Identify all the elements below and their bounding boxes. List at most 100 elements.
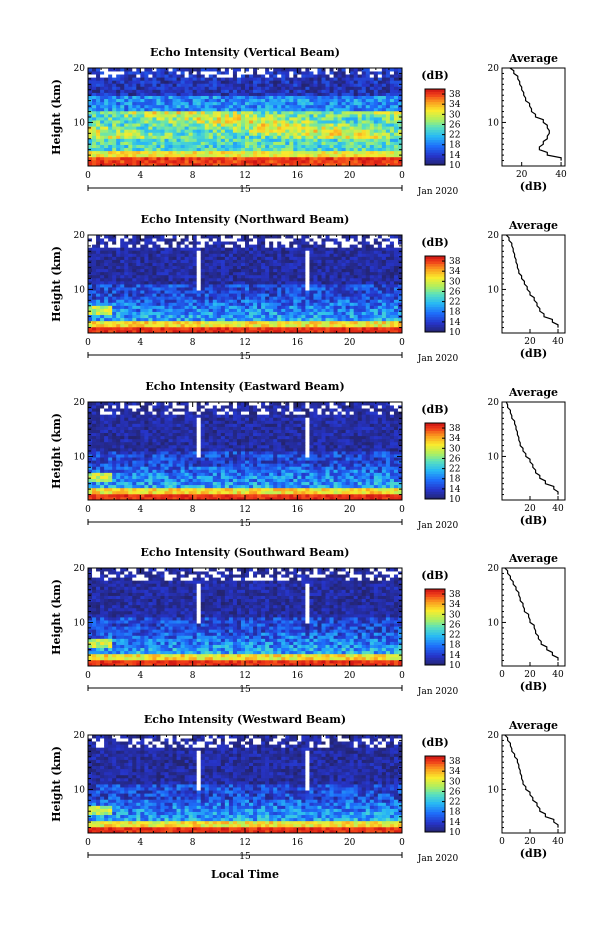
heatmap-cells	[88, 402, 403, 501]
colorbar-segment	[425, 109, 445, 113]
colorbar-segment	[425, 142, 445, 146]
avg-x-tick-label: 0	[499, 837, 505, 847]
colorbar-segment	[425, 824, 445, 828]
colorbar-segment	[425, 771, 445, 775]
colorbar-tick-label: 14	[449, 318, 461, 328]
colorbar-segment	[425, 642, 445, 646]
average-frame	[501, 567, 566, 667]
x-tick-label: 20	[344, 505, 356, 515]
colorbar-segment	[425, 649, 445, 653]
colorbar-segment	[425, 445, 445, 449]
x-tick-label: 12	[239, 171, 250, 181]
day-label: 15	[239, 852, 251, 862]
colorbar-segment	[425, 425, 445, 429]
colorbar-segment	[425, 471, 445, 475]
colorbar-segment	[425, 491, 445, 495]
colorbar-unit: (dB)	[421, 69, 448, 82]
day-label: 15	[239, 352, 251, 362]
colorbar-segment	[425, 304, 445, 308]
colorbar-segment	[425, 829, 445, 833]
colorbar-segment	[425, 278, 445, 282]
colorbar-segment	[425, 809, 445, 813]
colorbar-tick-label: 18	[449, 475, 461, 485]
average-xlabel: (dB)	[520, 847, 547, 860]
colorbar-segment	[425, 127, 445, 130]
colorbar-segment	[425, 466, 445, 469]
colorbar-tick-label: 18	[449, 641, 461, 651]
colorbar-segment	[425, 463, 445, 467]
colorbar-tick-label: 10	[449, 161, 461, 171]
panel-title: Echo Intensity (Westward Beam)	[144, 713, 346, 726]
y-tick-label: 10	[74, 452, 86, 462]
panel-title: Echo Intensity (Eastward Beam)	[145, 380, 344, 393]
colorbar-segment	[425, 296, 445, 300]
colorbar-segment	[425, 781, 445, 785]
x-tick-label: 20	[344, 671, 356, 681]
colorbar-tick-label: 22	[449, 131, 460, 141]
colorbar-frame	[424, 255, 446, 333]
colorbar-segment	[425, 627, 445, 630]
x-tick-label: 0	[85, 671, 91, 681]
colorbar-segment	[425, 796, 445, 800]
colorbar-segment	[425, 154, 445, 158]
colorbar-segment	[425, 101, 445, 105]
x-tick-label: 4	[137, 171, 143, 181]
colorbar-segment	[425, 763, 445, 767]
average-title: Average	[508, 52, 558, 65]
colorbar-segment	[425, 299, 445, 302]
colorbar-segment	[425, 448, 445, 452]
colorbar-segment	[425, 468, 445, 472]
colorbar-segment	[425, 435, 445, 439]
colorbar-tick-label: 34	[449, 434, 461, 444]
avg-y-tick-label: 10	[488, 285, 500, 295]
colorbar-segment	[425, 137, 445, 141]
x-tick-label: 4	[137, 671, 143, 681]
colorbar-tick-label: 22	[449, 631, 460, 641]
colorbar-segment	[425, 91, 445, 95]
y-tick-label: 10	[74, 618, 86, 628]
colorbar-tick-label: 18	[449, 808, 461, 818]
colorbar-tick-label: 14	[449, 485, 461, 495]
colorbar-segment	[425, 129, 445, 133]
colorbar-segment	[425, 486, 445, 490]
colorbar-segment	[425, 806, 445, 810]
y-axis-title: Height (km)	[50, 746, 63, 822]
colorbar-segment	[425, 324, 445, 328]
y-tick-label: 10	[74, 785, 86, 795]
colorbar-segment	[425, 476, 445, 480]
colorbar-segment	[425, 134, 445, 138]
colorbar-segment	[425, 493, 445, 497]
colorbar-segment	[425, 644, 445, 648]
x-tick-label: 12	[239, 671, 250, 681]
avg-y-tick-label: 10	[488, 452, 500, 462]
x-tick-label: 20	[344, 171, 356, 181]
avg-x-tick-label: 20	[524, 670, 536, 680]
colorbar-tick-label: 38	[449, 590, 461, 600]
colorbar-segment	[425, 147, 445, 151]
avg-x-tick-label: 20	[516, 170, 528, 180]
colorbar-segment	[425, 483, 445, 487]
average-profile: Average 10 20 20 40 (dB)	[488, 386, 566, 527]
average-xlabel: (dB)	[520, 680, 547, 693]
average-title: Average	[508, 386, 558, 399]
colorbar-segment	[425, 162, 445, 166]
average-title: Average	[508, 219, 558, 232]
colorbar-segment	[425, 766, 445, 770]
panel-title: Echo Intensity (Southward Beam)	[141, 546, 350, 559]
x-tick-label: 8	[190, 505, 196, 515]
y-tick-label: 20	[74, 64, 86, 74]
colorbar-tick-label: 34	[449, 267, 461, 277]
colorbar-segment	[425, 652, 445, 656]
colorbar-segment	[425, 621, 445, 625]
panel-0: Echo Intensity (Vertical Beam) 10 20 0 4 8 12 1…	[50, 46, 567, 197]
colorbar-tick-label: 14	[449, 818, 461, 828]
day-label: 15	[239, 519, 251, 529]
colorbar-segment	[425, 768, 445, 772]
average-line	[504, 734, 559, 828]
colorbar-tick-label: 34	[449, 100, 461, 110]
colorbar-segment	[425, 629, 445, 633]
colorbar-tick-label: 34	[449, 767, 461, 777]
